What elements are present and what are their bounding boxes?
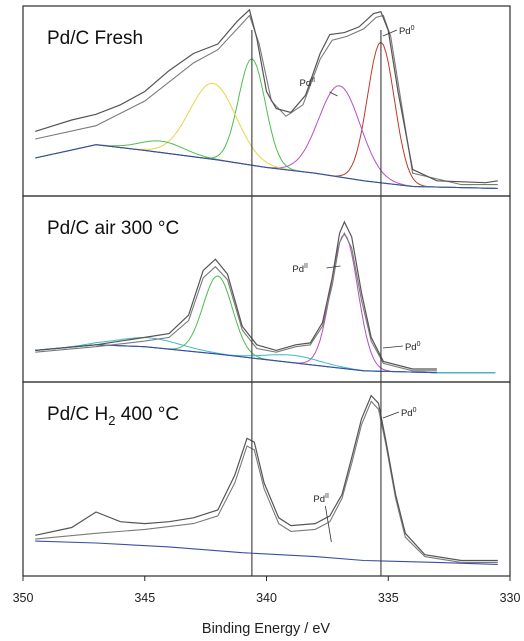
x-tick-label: 335 (378, 591, 399, 605)
annotation-leader (382, 29, 398, 37)
fit-component-4 (35, 140, 496, 189)
fit-component-2 (35, 58, 496, 189)
annotation-leader (329, 91, 338, 97)
x-tick-label: 340 (256, 591, 277, 605)
envelope-line (35, 231, 437, 372)
panel-title: Pd/C H2 400 °C (47, 404, 179, 428)
x-tick-label: 350 (13, 591, 34, 605)
envelope-line (35, 400, 498, 563)
background-line (35, 344, 437, 374)
annotation-label: Pd0 (399, 25, 415, 37)
annotation-leader (382, 345, 403, 349)
annotation-label: PdII (300, 77, 316, 89)
annotation-leader (326, 265, 341, 269)
annotation-leader (382, 411, 400, 419)
x-tick-label: 330 (500, 591, 521, 605)
fit-component-0 (35, 234, 496, 374)
fit-component-0 (35, 41, 496, 189)
x-axis-title: Binding Energy / eV (202, 621, 330, 637)
annotation-label: PdII (292, 263, 308, 275)
envelope-line (35, 14, 498, 186)
background-line (35, 540, 498, 565)
fit-component-3 (35, 82, 496, 189)
background-line (35, 144, 498, 189)
panel-title: Pd/C air 300 °C (47, 218, 179, 239)
measured-line (35, 8, 498, 184)
annotation-label: Pd0 (401, 407, 417, 419)
annotation-label: PdII (313, 493, 329, 505)
panel-title: Pd/C Fresh (47, 28, 143, 49)
measured-line (35, 394, 498, 562)
fit-component-1 (35, 275, 496, 374)
x-tick-label: 345 (134, 591, 155, 605)
measured-line (35, 220, 437, 370)
annotation-label: Pd0 (405, 341, 421, 353)
annotation-leader (324, 505, 332, 543)
